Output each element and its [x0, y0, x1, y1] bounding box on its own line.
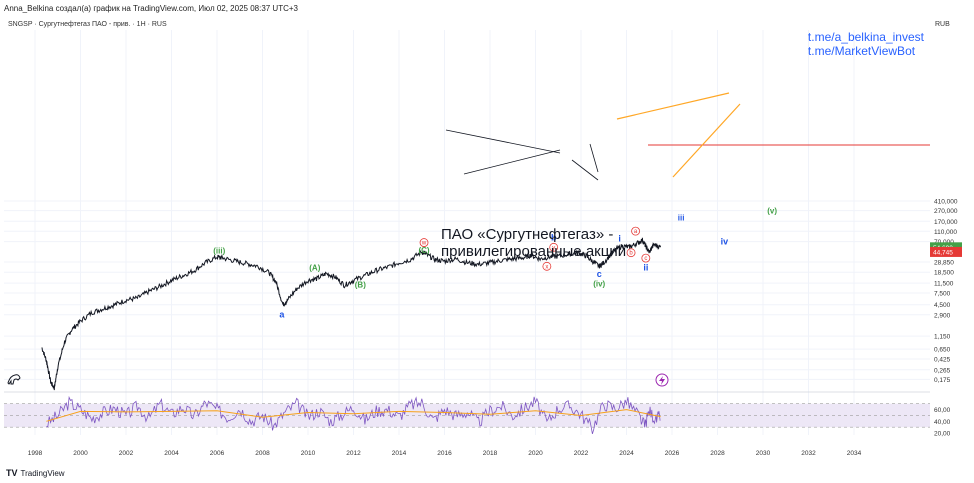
lightning-icon[interactable] [655, 373, 669, 387]
annotation-line-1: ПАО «Сургутнефтегаз» - [441, 226, 614, 243]
x-tick-label: 2028 [710, 450, 725, 457]
rsi-tick-label: 40,00 [934, 419, 951, 426]
y-tick-label: 28,850 [934, 260, 954, 267]
wave-label: (A) [309, 263, 320, 272]
telegram-link-invest[interactable]: t.me/a_belkina_invest [807, 30, 924, 44]
x-tick-label: 2010 [301, 450, 316, 457]
rsi-tick-label: 60,00 [934, 407, 951, 414]
wave-marker [641, 253, 651, 263]
wave-label: w [421, 241, 427, 247]
wave-label: c [597, 269, 602, 279]
brand-name: TradingView [20, 468, 65, 478]
x-tick-label: 2014 [392, 450, 407, 457]
wave-label: c [644, 256, 647, 262]
wave-marker [631, 226, 640, 236]
x-tick-label: 2012 [346, 450, 361, 457]
wave-label: (C) [418, 246, 429, 255]
y-tick-label: 7,500 [934, 290, 951, 297]
x-tick-label: 1998 [28, 450, 43, 457]
x-tick-label: 2006 [210, 450, 225, 457]
y-tick-label: 0,650 [934, 347, 951, 354]
price-series [41, 237, 662, 391]
y-tick-label: 110,000 [934, 229, 957, 236]
wave-label: (v) [767, 206, 777, 215]
y-tick-label: 4,500 [934, 302, 951, 309]
triangle-lower-line [463, 149, 561, 175]
wave-label: i [618, 234, 621, 244]
wave-label: (iv) [593, 279, 605, 288]
dino-icon [7, 374, 21, 385]
x-tick-label: 2030 [756, 450, 771, 457]
price-tag [930, 246, 962, 257]
rsi-ma-line [46, 409, 661, 422]
y-tick-label: 170,000 [934, 219, 958, 226]
triangle-upper-line [445, 129, 561, 154]
price-tag-label: 44,745 [933, 249, 953, 256]
wave-label: a [634, 229, 638, 235]
y-tick-label: 11,500 [934, 281, 954, 288]
x-tick-label: 2022 [574, 450, 589, 457]
x-tick-label: 2020 [528, 450, 543, 457]
wave-label: iv [721, 236, 729, 246]
price-axis: 410,000270,000170,000110,00070,00028,850… [930, 199, 962, 384]
currency-label: RUB [935, 21, 950, 28]
created-by-line: Anna_Belkina создал(а) график на Trading… [4, 4, 298, 13]
time-axis: 1998 2000 2002 2004 2006 2008 2010 2012 2014 2016… [28, 450, 862, 457]
wave-label: ii [643, 262, 648, 272]
rsi-panel: 60,00 40,00 20,00 [4, 391, 951, 438]
wave-label: y [552, 245, 555, 251]
wave-label: b [629, 251, 633, 257]
y-tick-label: 1,150 [934, 334, 951, 341]
y-tick-label: 0,175 [934, 377, 951, 384]
y-tick-label: 410,000 [934, 199, 958, 206]
annotation-line-2: привилегированные акции [441, 243, 627, 260]
x-tick-label: 2018 [483, 450, 498, 457]
wave-label: b [551, 232, 557, 242]
x-tick-label: 2024 [619, 450, 634, 457]
rsi-tick-label: 20,00 [934, 431, 951, 438]
y-tick-label: 270,000 [934, 208, 958, 215]
y-tick-label: 2,900 [934, 312, 951, 319]
telegram-link-bot[interactable]: t.me/MarketViewBot [807, 44, 916, 58]
x-tick-label: 2004 [164, 450, 179, 457]
price-line [41, 237, 662, 391]
wave-label: (B) [355, 281, 366, 290]
wave-marker [419, 238, 429, 247]
y-tick-label: 0,265 [934, 367, 951, 374]
wave-label: iii [678, 214, 685, 223]
y-tick-label: 18,500 [934, 270, 954, 277]
x-tick-label: 2026 [665, 450, 680, 457]
chart-annotation: ПАО «Сургутнефтегаз» - привилегированные… [441, 226, 626, 260]
wave-label: (iii) [213, 246, 225, 255]
x-tick-label: 2002 [119, 450, 134, 457]
x-tick-label: 2034 [847, 450, 862, 457]
x-tick-label: 2000 [73, 450, 88, 457]
y-tick-label: 0,425 [934, 356, 951, 363]
channel-upper-line [616, 92, 730, 120]
wave-marker [626, 248, 636, 258]
channel-lower-line [672, 103, 741, 178]
wave-c-line-upper [571, 159, 599, 181]
x-tick-label: 2032 [801, 450, 816, 457]
tradingview-brand[interactable]: TV TradingView [6, 468, 65, 478]
wave-marker [549, 242, 559, 252]
x-tick-label: 2008 [255, 450, 270, 457]
drawings [445, 92, 930, 181]
x-tick-label: 2016 [437, 450, 452, 457]
tradingview-logo-icon: TV [6, 468, 18, 478]
wave-label: a [279, 309, 285, 319]
symbol-line: SNGSP · Сургутнефтегаз ПАО - прив. · 1Н … [8, 21, 167, 28]
wave-c-line-lower [589, 143, 599, 173]
telegram-links: t.me/a_belkina_invest t.me/MarketViewBot [808, 30, 924, 58]
wave-marker [542, 261, 552, 271]
wave-label: x [545, 264, 548, 270]
